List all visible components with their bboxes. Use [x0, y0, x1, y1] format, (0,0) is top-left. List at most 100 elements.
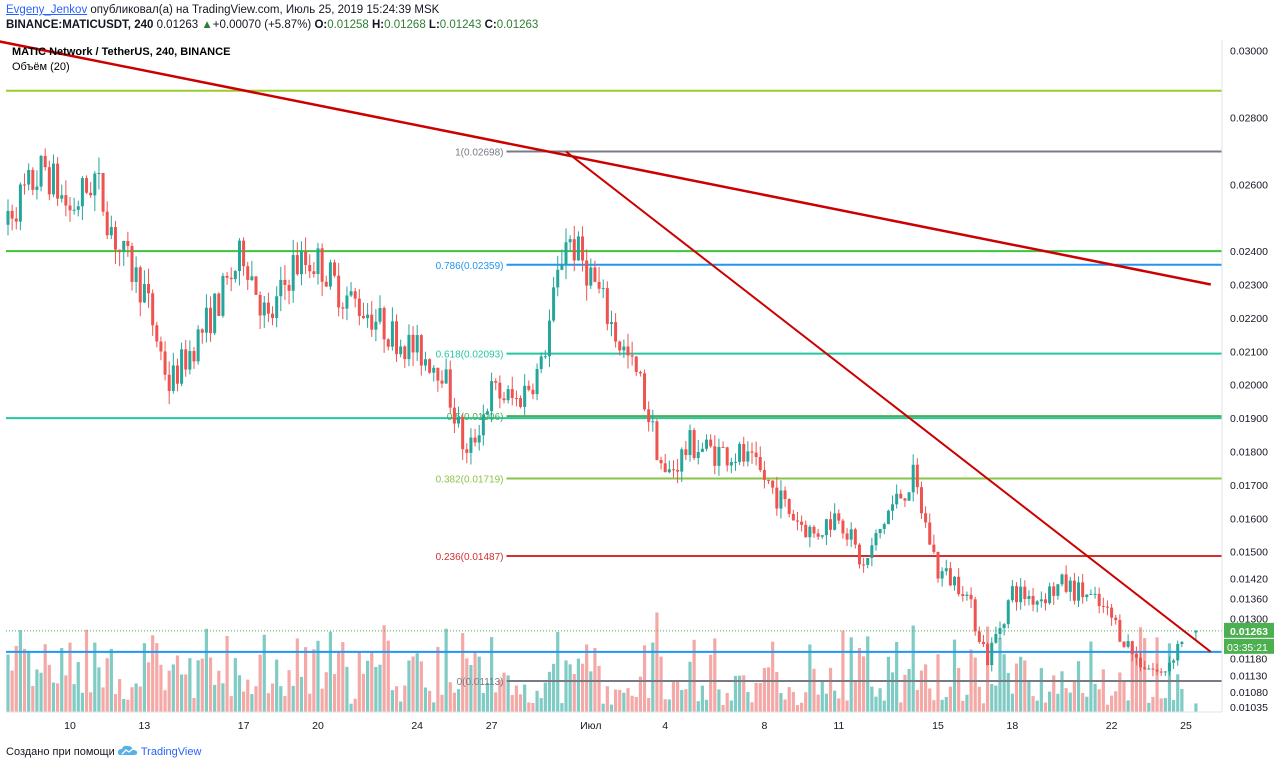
- candle-body: [903, 498, 907, 501]
- fib-level-label: 0(0.01113): [457, 677, 504, 688]
- volume-bar: [899, 702, 903, 712]
- volume-bar: [634, 696, 638, 712]
- volume-bar: [870, 686, 874, 712]
- candle-body: [738, 443, 742, 462]
- candle-body: [895, 493, 899, 505]
- volume-bar: [299, 676, 304, 712]
- volume-bar: [403, 685, 407, 712]
- candle-body: [51, 163, 55, 195]
- volume-bar: [1076, 661, 1081, 712]
- price-tick-label: 0.02000: [1230, 380, 1268, 392]
- volume-bar: [597, 665, 601, 712]
- candle-body: [762, 470, 766, 480]
- tradingview-link[interactable]: TradingView: [140, 746, 202, 758]
- candle-body: [692, 430, 696, 458]
- candle-body: [428, 359, 432, 373]
- volume-bar: [146, 662, 151, 712]
- volume-bar: [93, 642, 97, 712]
- volume-bar: [940, 699, 944, 712]
- fib-retracement[interactable]: 1(0.02698) 0.786(0.02359) 0.618(0.02093) 0.…: [436, 148, 1222, 688]
- support-resistance-lines[interactable]: [6, 89, 1222, 653]
- volume-bar: [465, 658, 469, 712]
- volume-bar: [771, 641, 775, 712]
- candle-body: [783, 490, 787, 500]
- volume-bar: [374, 666, 378, 712]
- volume-bar: [601, 703, 605, 712]
- candle-body: [1167, 662, 1171, 672]
- candle-body: [122, 240, 126, 252]
- candle-body: [333, 262, 337, 276]
- time-tick-label: 20: [312, 720, 324, 732]
- volume-bar: [266, 693, 270, 712]
- volume-bar: [1068, 692, 1072, 712]
- candle-body: [72, 209, 76, 211]
- candle-body: [175, 365, 179, 384]
- volume-bar: [775, 672, 779, 712]
- candle-body: [816, 533, 820, 537]
- volume-bar: [903, 674, 907, 712]
- candle-body: [101, 172, 105, 212]
- trendline[interactable]: [0, 40, 1212, 286]
- volume-bar: [18, 630, 22, 712]
- candle-body: [196, 329, 200, 362]
- candle-body: [1006, 600, 1010, 625]
- time-axis[interactable]: 10 13 17 20 24 27 Июл 4 8 11 15 18 22 25: [6, 711, 1222, 732]
- volume-bar: [1081, 693, 1085, 712]
- candle-body: [192, 351, 196, 362]
- candle-body: [915, 464, 919, 488]
- candle-body: [502, 398, 506, 401]
- fib-level-label: 0.786(0.02359): [436, 261, 504, 272]
- volume-bar: [423, 687, 428, 712]
- trendlines[interactable]: [0, 40, 1212, 653]
- candle-body: [423, 359, 427, 366]
- volume-bar: [746, 691, 750, 712]
- volume-bar: [341, 642, 345, 712]
- candle-body: [638, 371, 642, 374]
- volume-bar: [787, 687, 791, 712]
- candle-body: [225, 275, 229, 278]
- time-tick-label: 11: [833, 720, 844, 732]
- candle-body: [390, 321, 394, 347]
- volume-bar: [477, 656, 481, 712]
- volume-bar: [43, 644, 47, 712]
- candle-body: [1064, 574, 1068, 592]
- author-link[interactable]: Evgeny_Jenkov: [6, 4, 88, 16]
- volume-bar: [630, 695, 634, 712]
- volume-bar: [543, 682, 547, 712]
- candle-body: [990, 642, 994, 666]
- candle-body: [857, 544, 861, 565]
- price-tick-label: 0.01500: [1230, 547, 1268, 559]
- candle-body: [357, 298, 361, 316]
- candle-body: [254, 276, 258, 295]
- candle-body: [709, 439, 713, 447]
- price-tick-label: 0.03000: [1230, 46, 1268, 58]
- candle-body: [159, 341, 163, 352]
- candle-body: [849, 529, 853, 540]
- volume-bar: [452, 692, 456, 712]
- candle-body: [43, 155, 47, 168]
- candle-body: [1068, 580, 1072, 592]
- candle-body: [221, 275, 225, 316]
- candle-body: [1159, 671, 1163, 673]
- price-axis[interactable]: 0.03000 0.02800 0.02600 0.02400 0.02300 0.022…: [1221, 40, 1274, 714]
- candle-body: [209, 307, 213, 334]
- candle-body: [742, 443, 746, 462]
- trendline[interactable]: [565, 150, 1212, 653]
- legend-volume[interactable]: Объём (20): [12, 61, 70, 73]
- fib-level-label: 0.236(0.01487): [436, 552, 504, 563]
- price-tick-label: 0.02800: [1230, 112, 1268, 124]
- candle-body: [647, 409, 651, 422]
- candle-body: [341, 307, 345, 309]
- candle-body: [415, 335, 419, 353]
- ohlc-low-value: 0.01243: [439, 19, 482, 31]
- candle-body: [928, 522, 932, 545]
- chart-header: Evgeny_Jenkov опубликовал(а) на TradingV…: [6, 3, 538, 33]
- volume-bar: [304, 647, 308, 712]
- legend-title: MATIC Network / TetherUS, 240, BINANCE: [12, 46, 230, 58]
- candle-body: [60, 195, 64, 199]
- volume-bar: [485, 682, 490, 712]
- candle-body: [93, 173, 97, 196]
- volume-bar: [1194, 703, 1198, 712]
- time-tick-label: 25: [1180, 720, 1192, 732]
